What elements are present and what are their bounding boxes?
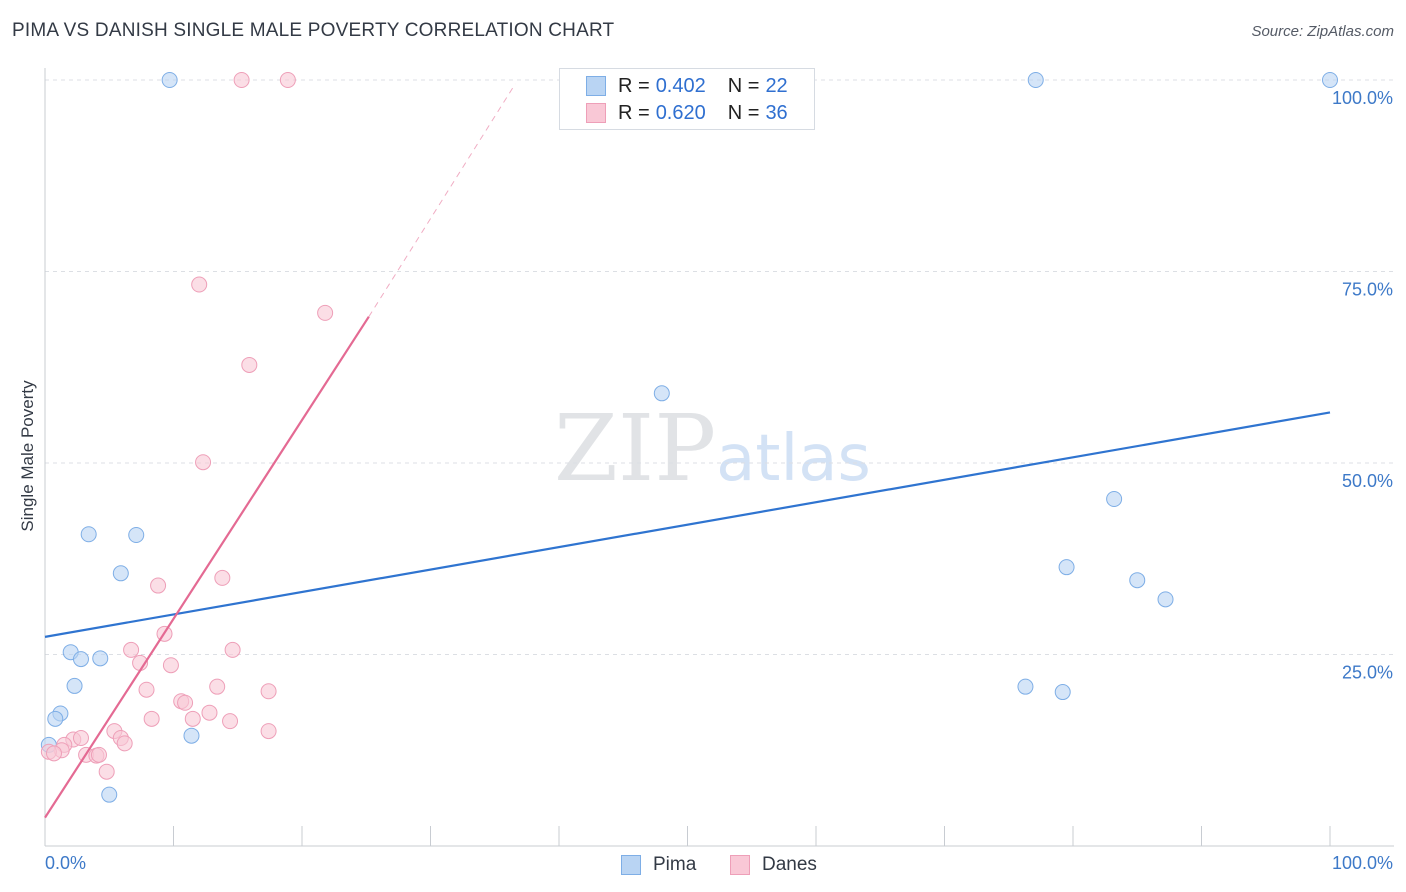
- danes-point: [191, 276, 208, 293]
- danes-point: [279, 72, 296, 88]
- pima-point: [653, 385, 670, 402]
- pima-point: [92, 650, 109, 667]
- chart-title: PIMA VS DANISH SINGLE MALE POVERTY CORRE…: [12, 20, 615, 41]
- danes-point: [222, 713, 239, 730]
- pima-point: [101, 786, 118, 803]
- legend-r-value: 0.402: [655, 74, 706, 97]
- legend-n-label: N =: [727, 74, 760, 97]
- y-tick-label: 100.0%: [1332, 88, 1393, 108]
- legend-swatch-pima: [586, 76, 606, 96]
- x-tick-label: 0.0%: [45, 853, 86, 873]
- watermark-atlas: atlas: [716, 422, 871, 496]
- danes-trendline: [44, 316, 370, 819]
- legend-n-value: 22: [765, 74, 788, 97]
- bottom-legend-swatch-danes: [730, 855, 750, 875]
- legend-r-value: 0.620: [655, 101, 706, 124]
- danes-point: [116, 735, 133, 752]
- legend-n-value: 36: [765, 101, 788, 124]
- pima-point: [112, 565, 129, 582]
- danes-point: [177, 694, 194, 711]
- pima-point: [47, 710, 64, 727]
- bottom-legend-label-pima: Pima: [653, 854, 697, 875]
- danes-point: [260, 683, 277, 700]
- pima-point: [66, 677, 83, 694]
- pima-point: [80, 526, 97, 543]
- y-tick-label: 25.0%: [1342, 663, 1393, 683]
- danes-point: [195, 454, 212, 471]
- bottom-legend-swatch-pima: [621, 855, 641, 875]
- danes-point: [317, 304, 334, 321]
- danes-point: [90, 746, 107, 763]
- danes-point: [72, 729, 89, 746]
- bottom-legend: Pima Danes: [0, 852, 1406, 878]
- watermark: ZIPatlas: [554, 395, 871, 502]
- x-tick-label: 100.0%: [1332, 853, 1393, 873]
- pima-point: [1322, 72, 1338, 88]
- danes-point: [123, 641, 140, 658]
- pima-trendline: [44, 411, 1331, 638]
- bottom-legend-pima: Pima: [621, 852, 696, 878]
- danes-point: [260, 723, 277, 740]
- pima-point: [1017, 678, 1034, 695]
- danes-point: [214, 569, 231, 586]
- pima-point: [1027, 72, 1044, 88]
- legend-row-pima: R = 0.402 N = 22: [586, 73, 788, 99]
- danes-point: [224, 641, 241, 658]
- pima-point: [161, 72, 178, 88]
- pima-point: [72, 651, 89, 668]
- chart-source: Source: ZipAtlas.com: [1251, 23, 1394, 40]
- danes-point: [98, 763, 115, 780]
- pima-point: [183, 727, 200, 744]
- legend-swatch-danes: [586, 103, 606, 123]
- pima-point: [1129, 572, 1146, 589]
- legend-r-label: R =: [618, 101, 650, 124]
- y-axis-title: Single Male Poverty: [18, 380, 37, 532]
- pima-point: [1054, 684, 1071, 701]
- legend-row-danes: R = 0.620 N = 36: [586, 100, 788, 126]
- bottom-legend-danes: Danes: [730, 852, 817, 878]
- legend-n-label: N =: [727, 101, 760, 124]
- danes-point: [233, 72, 250, 88]
- watermark-zip: ZIP: [554, 395, 717, 502]
- danes-point: [209, 678, 226, 695]
- danes-point: [45, 745, 62, 762]
- legend-r-label: R =: [618, 74, 650, 97]
- pima-point: [1106, 491, 1123, 508]
- pima-point: [1157, 591, 1174, 608]
- danes-point: [184, 710, 201, 727]
- bottom-legend-label-danes: Danes: [762, 854, 817, 875]
- danes-point: [201, 704, 218, 721]
- danes-point: [150, 577, 167, 594]
- legend: R = 0.402 N = 22 R = 0.620 N = 36: [559, 68, 815, 130]
- pima-point: [128, 527, 145, 544]
- danes-point: [143, 710, 160, 727]
- y-tick-label: 75.0%: [1342, 280, 1393, 300]
- danes-point: [241, 356, 258, 373]
- pima-point: [1058, 559, 1075, 576]
- danes-point: [138, 681, 155, 698]
- danes-trendline-extension: [368, 83, 516, 317]
- y-tick-label: 50.0%: [1342, 471, 1393, 491]
- danes-point: [162, 657, 179, 674]
